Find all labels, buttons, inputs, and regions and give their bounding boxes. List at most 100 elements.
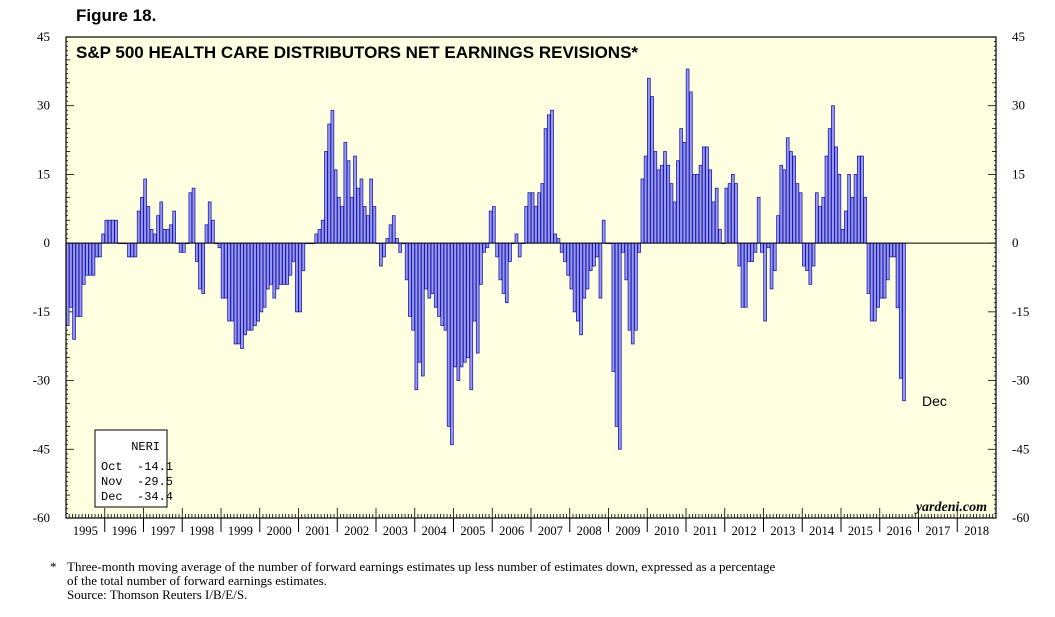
annotation-dec: Dec xyxy=(922,393,947,409)
bar xyxy=(527,192,532,244)
y-tick-label: 15 xyxy=(1012,166,1025,181)
bar xyxy=(430,242,435,294)
bar xyxy=(546,114,551,244)
bar xyxy=(369,178,373,244)
bar xyxy=(831,105,835,244)
bar xyxy=(469,242,474,391)
x-tick-label: 2014 xyxy=(809,524,835,538)
bar xyxy=(253,242,257,326)
bar xyxy=(194,242,199,262)
bar xyxy=(795,183,800,244)
bar xyxy=(211,219,215,244)
bar xyxy=(821,196,826,244)
bar xyxy=(611,242,616,372)
bar xyxy=(291,242,296,262)
x-tick-label: 1996 xyxy=(112,524,137,538)
bar xyxy=(414,242,419,391)
bar xyxy=(708,169,713,244)
y-tick-label: -30 xyxy=(1012,373,1029,388)
bar xyxy=(869,242,874,322)
bar xyxy=(582,242,587,299)
bar xyxy=(324,151,328,244)
bar xyxy=(246,242,251,331)
bar xyxy=(453,242,457,368)
x-tick-label: 1998 xyxy=(189,524,214,538)
bar xyxy=(456,242,461,381)
bar xyxy=(553,233,558,244)
x-tick-label: 2012 xyxy=(732,524,757,538)
bar xyxy=(863,196,868,244)
bar xyxy=(724,187,729,244)
bar xyxy=(395,238,399,244)
bar xyxy=(656,169,661,244)
bar xyxy=(559,242,564,253)
bar xyxy=(220,242,225,299)
bar xyxy=(359,178,364,244)
bar xyxy=(240,242,244,349)
bar xyxy=(81,242,86,285)
bar xyxy=(382,242,386,258)
x-tick-label: 2017 xyxy=(925,524,950,538)
bar xyxy=(437,242,441,317)
legend-row-dec: Dec -34.4 xyxy=(101,490,173,504)
bar xyxy=(879,242,884,299)
bar xyxy=(224,242,228,299)
bar xyxy=(747,242,751,262)
bar xyxy=(588,242,593,272)
watermark: yardeni.com xyxy=(914,500,987,515)
bar xyxy=(75,242,80,317)
bar xyxy=(391,215,396,244)
bar xyxy=(85,242,89,276)
bar xyxy=(136,210,141,244)
bar xyxy=(362,206,367,244)
bar xyxy=(876,242,880,308)
bar xyxy=(353,155,357,244)
legend-box: NERI Oct -14.1 Nov -29.5 Dec -34.4 xyxy=(94,429,173,508)
x-tick-label: 2005 xyxy=(460,524,485,538)
bar xyxy=(146,206,151,244)
bar xyxy=(701,146,706,244)
footnote-line-1: Three-month moving average of the number… xyxy=(67,559,776,574)
bar xyxy=(630,242,635,345)
bar xyxy=(882,242,887,299)
bar xyxy=(165,228,170,244)
bar xyxy=(579,242,583,336)
bar xyxy=(72,242,76,340)
bar xyxy=(760,242,764,253)
bar xyxy=(750,242,755,262)
bar xyxy=(333,169,338,244)
bar xyxy=(172,210,176,244)
bar xyxy=(853,174,858,244)
bar xyxy=(530,192,535,244)
bar xyxy=(640,178,645,244)
bar xyxy=(182,242,186,253)
bar xyxy=(643,155,648,244)
y-tick-label: 45 xyxy=(37,29,50,44)
bar xyxy=(802,242,806,267)
bar xyxy=(766,242,771,249)
bar xyxy=(398,242,403,253)
bar xyxy=(256,242,260,322)
x-axis-ticks xyxy=(65,508,997,532)
bar xyxy=(679,128,683,244)
bar xyxy=(343,141,348,244)
bar xyxy=(614,242,619,427)
bar xyxy=(676,160,680,244)
bar xyxy=(314,233,319,244)
right-axis-labels: 45 30 15 0 -15 -30 -45 -60 xyxy=(1012,29,1029,525)
bar xyxy=(427,242,432,299)
x-tick-label: 2009 xyxy=(615,524,640,538)
bar xyxy=(776,215,780,244)
bar xyxy=(873,242,877,322)
bar xyxy=(895,242,900,309)
bar xyxy=(433,242,438,308)
bar xyxy=(663,151,667,244)
bar xyxy=(504,242,509,304)
bar xyxy=(275,242,280,290)
bar xyxy=(769,242,774,290)
y-tick-label: -45 xyxy=(1012,441,1029,456)
plot-frame xyxy=(65,36,997,519)
footnote-line-2: of the total number of forward earnings … xyxy=(67,573,327,588)
bar xyxy=(617,242,622,450)
bar xyxy=(847,174,851,244)
